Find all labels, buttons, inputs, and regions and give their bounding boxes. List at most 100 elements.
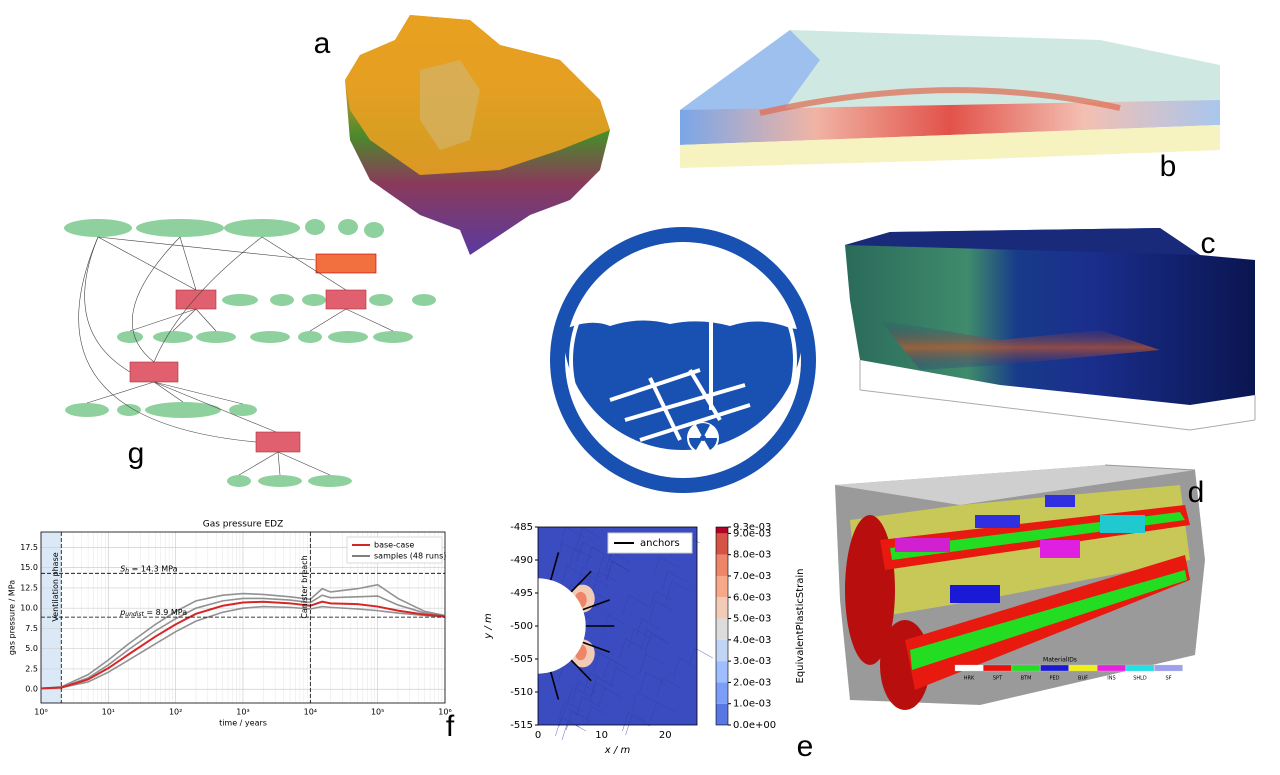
mesh-edge: [649, 600, 656, 621]
mesh-edge: [591, 705, 610, 717]
mesh-edge: [667, 570, 686, 582]
colorbar-band: [716, 682, 728, 704]
x-tick-label: 10⁶: [438, 708, 451, 717]
label: = 14.3 MPa: [129, 564, 178, 573]
y-axis-label: y / m: [483, 613, 494, 640]
mesh-edge: [679, 657, 698, 669]
repository-icon: [550, 227, 816, 493]
panel-letter: e: [797, 730, 814, 763]
legend-label: INS: [1107, 676, 1115, 682]
x-tick-label: 20: [659, 730, 672, 741]
mesh-edge: [558, 700, 565, 721]
mesh-edge: [616, 667, 635, 679]
colorbar-tick-label: 2.0e-03: [733, 677, 771, 688]
mesh-edge: [611, 560, 630, 572]
mesh-edge: [555, 716, 562, 737]
mesh-edge: [645, 671, 665, 683]
legend-box: [346, 536, 443, 564]
legend-label: HRK: [964, 676, 975, 682]
panel-letter: a: [314, 27, 331, 60]
colorbar-tick-label: 9.3e-03: [733, 522, 771, 533]
y-tick-label: 7.5: [25, 624, 38, 633]
colorbar-tick-label: 5.0e-03: [733, 614, 771, 625]
y-tick-label: -515: [510, 720, 533, 731]
symbol: p: [119, 608, 125, 617]
panel-letter: f: [446, 710, 455, 743]
legend-swatch: [1125, 664, 1155, 672]
mesh-edge: [655, 600, 674, 612]
legend-label: SHLD: [1133, 676, 1147, 682]
y-tick-label: -510: [510, 687, 533, 698]
x-tick-label: 0: [535, 730, 541, 741]
mesh-edge: [637, 691, 656, 703]
mesh-edge: [598, 571, 618, 583]
mesh-edge: [655, 590, 674, 602]
x-tick-label: 10¹: [102, 708, 115, 717]
mesh-edge: [639, 671, 647, 692]
mesh-edge: [659, 556, 678, 568]
mesh-edge: [582, 696, 601, 708]
y-tick-label: 12.5: [20, 583, 38, 592]
y-tick-label: 15.0: [20, 563, 38, 572]
mesh-edge: [593, 652, 600, 673]
mesh-edge: [556, 542, 564, 563]
legend-box: [607, 532, 693, 554]
mesh-edge: [665, 580, 673, 601]
mesh-edge: [650, 633, 670, 645]
colorbar-tick-label: 1.0e-03: [733, 699, 771, 710]
mesh-edge: [605, 551, 612, 572]
colorbar-tick-label: 7.0e-03: [733, 571, 771, 582]
x-tick-label: 10⁰: [34, 708, 47, 717]
mesh-edge: [567, 565, 586, 577]
mesh-edge: [566, 686, 573, 707]
mesh-edge: [628, 628, 635, 649]
plot-frame: [40, 531, 446, 704]
panel-letter: b: [1160, 150, 1177, 183]
mesh-edge: [576, 566, 584, 587]
chart-title: Gas pressure EDZ: [203, 520, 284, 530]
mesh-edge: [565, 526, 585, 538]
mesh-edge: [582, 527, 601, 539]
mesh-edge: [565, 706, 584, 718]
mesh-edge: [639, 653, 646, 674]
mesh-edge: [625, 715, 632, 736]
colorbar-band: [716, 575, 728, 598]
mesh-edge: [631, 691, 638, 712]
y-tick-label: 17.5: [20, 543, 38, 552]
mesh-edge: [598, 687, 605, 708]
mesh-edge: [609, 658, 628, 670]
legend-label: anchors: [640, 538, 680, 549]
legend-label: SF: [1165, 676, 1171, 682]
mesh-edge: [604, 687, 623, 699]
anchor: [570, 570, 592, 593]
colorbar-tick-label: 4.0e-03: [733, 635, 771, 646]
mesh-edge: [583, 672, 591, 693]
colorbar-label: EquivalentPlasticStrain: [795, 569, 806, 684]
mesh-edge: [589, 682, 596, 703]
mesh-edge: [572, 686, 591, 698]
mesh-edge: [656, 677, 663, 698]
y-axis-label: gas pressure / MPa: [8, 580, 17, 655]
mesh-edge: [559, 706, 566, 727]
mesh-edge: [645, 653, 664, 665]
mesh-edge: [610, 667, 617, 688]
mesh-edge: [619, 638, 626, 659]
mesh-edge: [635, 618, 643, 639]
mesh-edge: [603, 658, 610, 679]
legend-label: SPT: [993, 676, 1003, 682]
y-tick-label: -490: [510, 555, 533, 566]
x-tick-label: 10²: [169, 708, 182, 717]
panel-letter: g: [128, 437, 145, 470]
x-tick-label: 10⁴: [304, 708, 317, 717]
legend-swatch: [954, 664, 984, 672]
mesh-edge: [646, 629, 665, 641]
event-label: Canister breach: [300, 555, 309, 618]
reference-label: Sh = 14.3 MPa: [120, 564, 177, 574]
mesh-edge: [592, 571, 600, 592]
mesh-edge: [599, 652, 618, 664]
mesh-edge: [563, 662, 583, 674]
mesh-edge: [586, 546, 593, 567]
mesh-edge: [572, 681, 579, 702]
mesh-edge: [574, 547, 594, 559]
mesh-edge: [662, 677, 681, 689]
